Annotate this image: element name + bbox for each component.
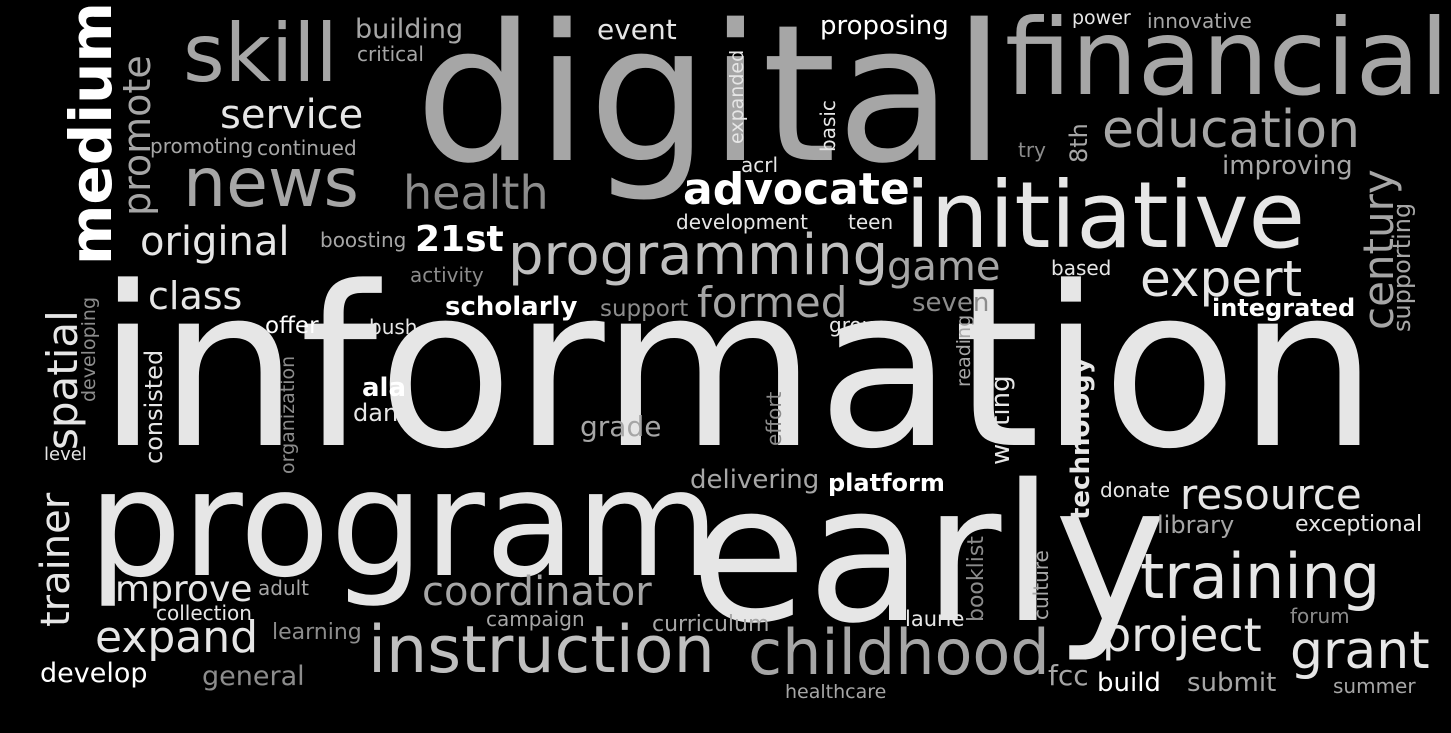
word-fcc: fcc — [1048, 659, 1089, 692]
word-boosting: boosting — [320, 228, 407, 252]
word-21st: 21st — [415, 219, 504, 260]
word-program: program — [88, 438, 720, 610]
word-childhood: childhood — [748, 616, 1050, 689]
word-booklist: booklist — [964, 536, 989, 622]
word-basic: basic — [816, 100, 840, 152]
word-teen: teen — [848, 210, 894, 234]
word-technology: technology — [1066, 357, 1096, 520]
word-project: project — [1102, 608, 1262, 662]
word-support: support — [600, 296, 689, 322]
word-training: training — [1140, 540, 1381, 613]
word-activity: activity — [410, 263, 484, 287]
word-laurie: laurie — [905, 607, 965, 631]
word-seven: seven — [912, 288, 990, 318]
word-campaign: campaign — [486, 607, 585, 631]
word-digital: digital — [415, 0, 1006, 205]
word-programming: programming — [508, 223, 889, 288]
word-group: group — [829, 313, 888, 337]
word-financial: financial — [1005, 0, 1449, 119]
word-expand: expand — [95, 612, 259, 663]
word-improving: improving — [1222, 151, 1353, 181]
word-developing: developing — [78, 296, 100, 402]
word-development: development — [676, 210, 808, 234]
word-reading: reading — [953, 314, 975, 387]
word-education: education — [1102, 100, 1361, 160]
word-innovative: innovative — [1147, 9, 1252, 33]
word-bush: bush — [369, 315, 418, 339]
word-try: try — [1018, 138, 1046, 162]
word-critical: critical — [357, 42, 424, 66]
word-building: building — [355, 14, 464, 45]
word-scholarly: scholarly — [445, 292, 578, 322]
word-collection: collection — [156, 601, 252, 625]
word-medium: medium — [57, 2, 125, 265]
word-culture: culture — [1029, 550, 1053, 620]
word-curriculum: curriculum — [652, 612, 770, 637]
word-initiative: initiative — [905, 162, 1306, 269]
word-ala: ala — [362, 373, 407, 403]
word-game: game — [887, 244, 1001, 290]
word-dana: dana — [353, 399, 413, 427]
word-power: power — [1072, 7, 1131, 29]
word-general: general — [202, 661, 305, 692]
word-adult: adult — [258, 576, 310, 600]
word-early: early — [690, 444, 1167, 665]
word-continued: continued — [257, 136, 357, 160]
word-grant: grant — [1290, 621, 1430, 681]
word-health: health — [403, 166, 549, 220]
word-integrated: integrated — [1212, 294, 1356, 322]
word-supporting: supporting — [1388, 202, 1416, 332]
word-news: news — [183, 144, 359, 223]
word-original: original — [140, 219, 290, 265]
word-grade: grade — [580, 410, 662, 443]
word-resource: resource — [1180, 470, 1362, 519]
word-platform: platform — [828, 469, 945, 497]
word-acrl: acrl — [741, 153, 779, 177]
word-healthcare: healthcare — [785, 681, 887, 703]
word-delivering: delivering — [690, 465, 820, 495]
word-improve: improve — [105, 569, 253, 610]
word-coordinator: coordinator — [422, 569, 652, 615]
word-summer: summer — [1333, 674, 1416, 698]
word-service: service — [220, 92, 364, 138]
word-forum: forum — [1290, 604, 1350, 628]
word-class: class — [148, 274, 243, 318]
word-learning: learning — [272, 620, 362, 645]
word-expert: expert — [1140, 250, 1303, 308]
word-exceptional: exceptional — [1295, 512, 1423, 537]
word-submit: submit — [1187, 668, 1277, 698]
word-consisted: consisted — [140, 349, 168, 464]
word-proposing: proposing — [820, 11, 949, 41]
word-advocate: advocate — [683, 164, 910, 215]
word-promoting: promoting — [150, 134, 254, 158]
word-effort: effort — [762, 391, 786, 446]
word-develop: develop — [40, 658, 148, 689]
word-donate: donate — [1100, 478, 1171, 502]
word-information: information — [97, 240, 1379, 498]
word-level: level — [44, 444, 87, 465]
word-offer: offer — [265, 313, 319, 339]
word-skill: skill — [183, 7, 338, 100]
word-instruction: instruction — [368, 613, 715, 688]
word-event: event — [597, 13, 677, 46]
word-build: build — [1097, 668, 1161, 698]
word-based: based — [1051, 256, 1112, 280]
word-expanded: expanded — [726, 49, 748, 144]
word-8th: 8th — [1065, 123, 1093, 163]
word-formed: formed — [697, 278, 848, 327]
word-library: library — [1157, 511, 1235, 539]
word-trainer: trainer — [33, 492, 79, 627]
word-writing: writing — [986, 375, 1016, 465]
word-organization: organization — [277, 355, 299, 474]
